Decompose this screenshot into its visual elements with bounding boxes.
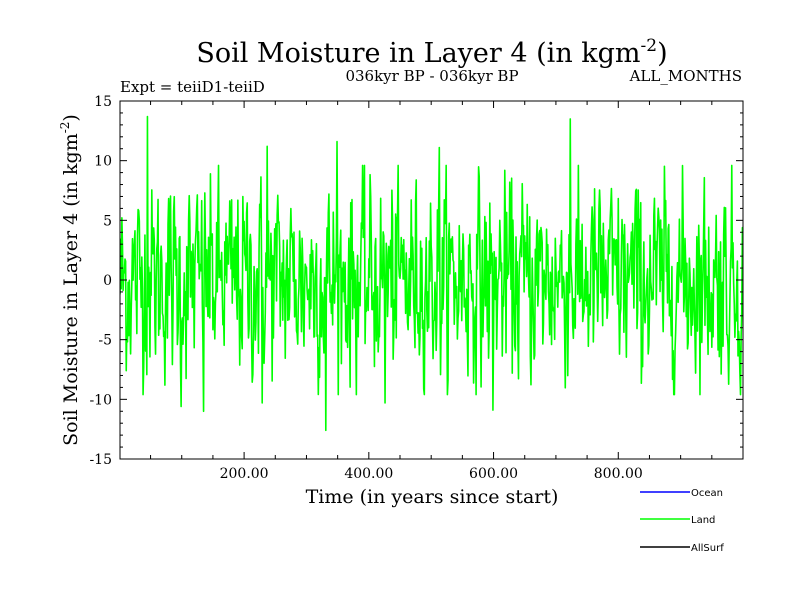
x-tick-label: 400.00 (344, 466, 393, 482)
chart-title-suffix: ) (657, 38, 668, 69)
y-tick-label: 10 (94, 154, 112, 170)
x-tick-label: 600.00 (469, 466, 518, 482)
x-tick-label: 800.00 (594, 466, 643, 482)
experiment-label: Expt = teiiD1-teiiD (120, 78, 265, 96)
legend: Ocean Land AllSurf (640, 488, 724, 554)
y-tick-label: -5 (98, 333, 112, 349)
legend-label-ocean: Ocean (691, 488, 723, 499)
y-tick-label: -10 (89, 392, 112, 408)
ticks-layer: -15 -10 -5 0 5 10 15 200.00 400.00 600.00 800.00 (89, 94, 743, 482)
x-axis-label: Time (in years since start) (306, 486, 559, 508)
chart-title: Soil Moisture in Layer 4 (in kgm-2) (196, 36, 667, 69)
y-tick-label: 5 (103, 213, 112, 229)
legend-label-land: Land (691, 515, 715, 526)
y-axis-label-main: Soil Moisture in Layer 4 (in kgm (60, 133, 82, 446)
chart-title-superscript: -2 (641, 36, 658, 56)
x-tick-label: 200.00 (220, 466, 269, 482)
y-tick-label: 15 (94, 94, 112, 110)
time-range-label: 036kyr BP - 036kyr BP (345, 67, 518, 85)
y-axis-label-superscript: -2 (58, 122, 72, 134)
y-axis-label-suffix: ) (60, 114, 82, 121)
legend-label-allsurf: AllSurf (691, 543, 724, 554)
y-tick-label: 0 (103, 273, 112, 289)
months-label: ALL_MONTHS (629, 67, 742, 85)
chart-title-main: Soil Moisture in Layer 4 (in kgm (196, 38, 640, 69)
y-tick-label: -15 (89, 452, 112, 468)
y-axis-label: Soil Moisture in Layer 4 (in kgm-2) (58, 114, 82, 446)
series-layer (120, 115, 743, 432)
series-line-land (120, 115, 743, 432)
